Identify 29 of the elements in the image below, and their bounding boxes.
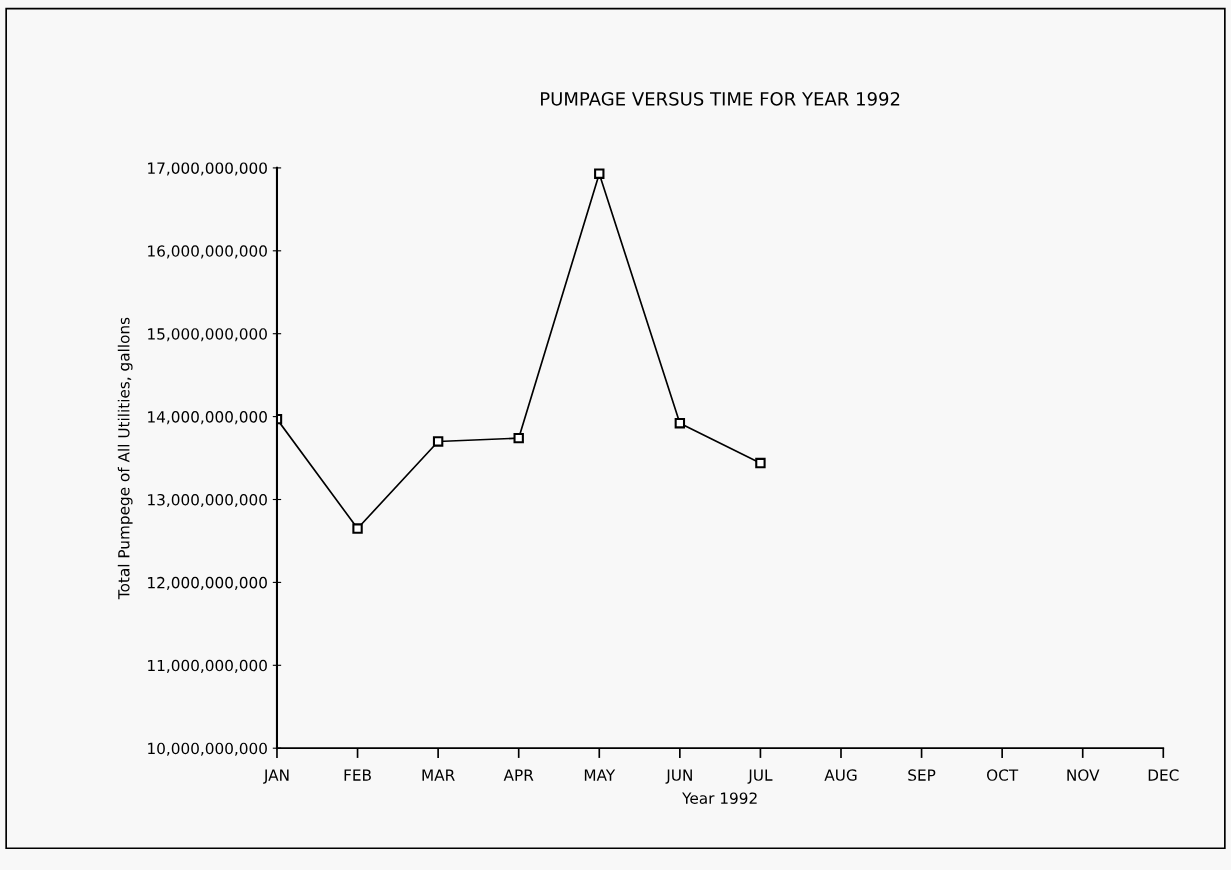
x-tick-label: SEP (908, 769, 936, 781)
point (594, 168, 605, 179)
x-tick-label: JAN (263, 769, 289, 784)
y-tick-label: 12,000,000,000 (148, 576, 267, 590)
y-tick-label: 17,000,000,000 (148, 162, 267, 176)
x-tick-label: NOV (1067, 769, 1100, 781)
x-tick-label: JUN (665, 769, 692, 784)
y-tick-label: 13,000,000,000 (148, 493, 267, 508)
chart-title: PUMPAGE VERSUS TIME FOR YEAR 1992 (541, 92, 900, 106)
y-tick-label: 14,000,000,000 (148, 411, 267, 425)
x-tick-label: AUG (824, 769, 857, 781)
x-axis-title: Year 1992 (682, 792, 757, 804)
y-tick-label: 11,000,000,000 (148, 659, 267, 673)
x-tick-label: FEB (344, 769, 371, 781)
x-tick-label: JUL (747, 769, 773, 784)
x-tick-label: MAY (584, 769, 616, 781)
point (674, 418, 686, 429)
x-tick-label: DEC (1148, 769, 1179, 781)
x-tick-label: OCT (986, 769, 1019, 781)
y-axis-title: Total Pumpege of All Utilities, gallons (117, 317, 133, 600)
point (755, 457, 766, 469)
point (513, 432, 524, 444)
y-tick-label: 15,000,000,000 (148, 328, 267, 342)
point (352, 523, 363, 534)
point (432, 436, 444, 447)
y-tick-label: 10,000,000,000 (148, 742, 267, 756)
y-tick-label: 16,000,000,000 (148, 245, 267, 259)
x-tick-label: MAR (422, 769, 455, 781)
x-tick-label: APR (503, 769, 534, 781)
